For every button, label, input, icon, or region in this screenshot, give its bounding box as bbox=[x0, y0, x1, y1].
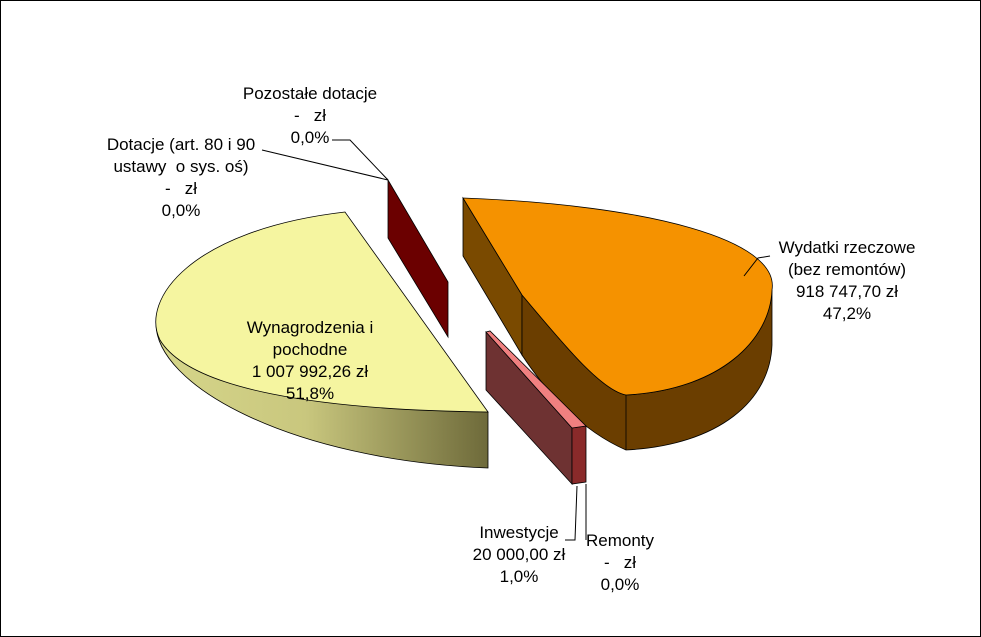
label-remonty-value: - zł bbox=[603, 553, 637, 572]
label-remonty: Remonty - zł 0,0% bbox=[572, 530, 668, 596]
slice-dotacje bbox=[387, 178, 449, 339]
label-pozostale-dotacje-percent: 0,0% bbox=[290, 128, 330, 147]
slice-wydatki-rzeczowe bbox=[462, 196, 773, 451]
label-dotacje-name-2: ustawy o sys. oś) bbox=[113, 157, 249, 176]
label-dotacje-value: - zł bbox=[164, 179, 198, 198]
label-pozostale-dotacje-name: Pozostałe dotacje bbox=[242, 84, 378, 103]
slice-wynagrodzenia bbox=[155, 211, 489, 469]
label-remonty-name: Remonty bbox=[585, 531, 655, 550]
leader-inwestycje bbox=[565, 485, 578, 541]
label-wynagrodzenia-name-2: pochodne bbox=[272, 340, 348, 359]
slice-inwestycje-front bbox=[571, 425, 587, 485]
label-remonty-percent: 0,0% bbox=[600, 575, 640, 594]
label-wydatki-rzeczowe: Wydatki rzeczowe (bez remontów) 918 747,… bbox=[762, 237, 932, 325]
label-dotacje-name-1: Dotacje (art. 80 i 90 bbox=[106, 135, 256, 154]
label-pozostale-dotacje: Pozostałe dotacje - zł 0,0% bbox=[222, 83, 398, 149]
slice-wydatki-top bbox=[462, 197, 773, 396]
label-wynagrodzenia: Wynagrodzenia i pochodne 1 007 992,26 zł… bbox=[218, 317, 402, 405]
slice-inwestycje bbox=[485, 330, 587, 486]
label-inwestycje-value: 20 000,00 zł bbox=[472, 545, 566, 564]
label-inwestycje-name: Inwestycje bbox=[479, 523, 559, 542]
leader-pozostale-dotacje bbox=[332, 139, 389, 181]
slice-wynagrodzenia-top bbox=[155, 211, 489, 413]
slice-inwestycje-top bbox=[485, 330, 587, 429]
leader-dotacje bbox=[261, 149, 389, 181]
label-inwestycje: Inwestycje 20 000,00 zł 1,0% bbox=[454, 522, 584, 588]
label-dotacje: Dotacje (art. 80 i 90 ustawy o sys. oś) … bbox=[88, 134, 274, 222]
label-wynagrodzenia-percent: 51,8% bbox=[285, 384, 335, 403]
label-pozostale-dotacje-value: - zł bbox=[293, 106, 327, 125]
label-dotacje-percent: 0,0% bbox=[161, 201, 201, 220]
slice-dotacje-face bbox=[387, 178, 449, 339]
label-wydatki-percent: 47,2% bbox=[822, 304, 872, 323]
label-wydatki-name-2: (bez remontów) bbox=[787, 260, 907, 279]
label-wynagrodzenia-name-1: Wynagrodzenia i bbox=[246, 318, 374, 337]
leader-wydatki bbox=[743, 255, 771, 277]
label-wydatki-name-1: Wydatki rzeczowe bbox=[778, 238, 916, 257]
label-inwestycje-percent: 1,0% bbox=[499, 567, 539, 586]
label-wydatki-value: 918 747,70 zł bbox=[795, 282, 899, 301]
label-wynagrodzenia-value: 1 007 992,26 zł bbox=[251, 362, 369, 381]
